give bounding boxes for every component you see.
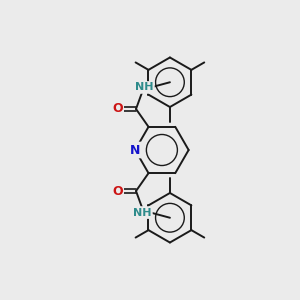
Text: O: O [112,103,122,116]
Text: NH: NH [133,208,152,218]
Text: N: N [130,143,140,157]
Text: O: O [112,184,122,197]
Text: NH: NH [135,82,153,92]
